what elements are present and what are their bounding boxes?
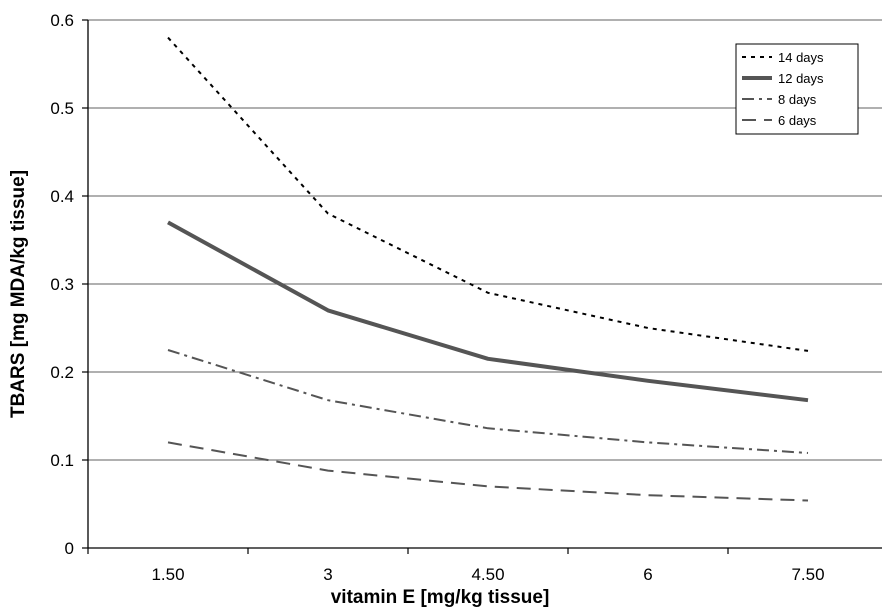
y-tick-label: 0	[65, 539, 74, 558]
series-line-8-days	[167, 349, 809, 454]
y-axis-title: TBARS [mg MDA/kg tissue]	[8, 170, 29, 418]
y-tick-label: 0.4	[50, 187, 74, 206]
x-axis-title: vitamin E [mg/kg tissue]	[331, 587, 550, 608]
y-tick-label: 0.3	[50, 275, 74, 294]
y-tick-label: 0.2	[50, 363, 74, 382]
y-tick-label: 0.5	[50, 99, 74, 118]
x-tick-label: 6	[643, 565, 652, 584]
y-tick-label: 0.1	[50, 451, 74, 470]
series-line-12-days	[167, 220, 809, 403]
x-tick-label: 4.50	[471, 565, 504, 584]
legend-label: 8 days	[778, 92, 817, 107]
legend-label: 12 days	[778, 71, 824, 86]
x-tick-label: 7.50	[791, 565, 824, 584]
legend-label: 6 days	[778, 113, 817, 128]
series-line-14-days	[167, 36, 809, 352]
y-axis-ticks: 0 0.1 0.2 0.3 0.4 0.5 0.6	[50, 11, 88, 558]
y-tick-label: 0.6	[50, 11, 74, 30]
series-lines	[167, 36, 809, 502]
legend-label: 14 days	[778, 50, 824, 65]
series-line-6-days	[167, 441, 809, 502]
legend-box	[735, 43, 859, 135]
x-tick-label: 1.50	[151, 565, 184, 584]
x-axis-ticks: 1.50 3 4.50 6 7.50	[87, 548, 825, 584]
x-tick-label: 3	[323, 565, 332, 584]
gridlines	[88, 19, 882, 461]
legend: 14 days 12 days 8 days 6 days	[735, 43, 859, 135]
